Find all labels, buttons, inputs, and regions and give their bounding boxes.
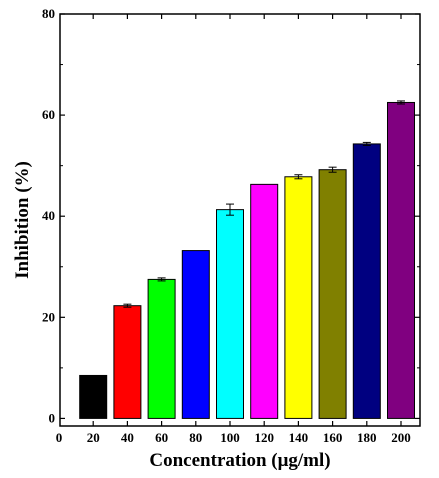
x-tick-label-40: 40 — [121, 430, 134, 445]
errorbar-180 — [362, 141, 371, 146]
errorbar-60 — [157, 277, 166, 282]
x-tick-label-80: 80 — [189, 430, 202, 445]
y-axis-title: Inhibition (%) — [12, 161, 33, 279]
errorbar-200 — [397, 100, 405, 105]
bars-group — [79, 101, 415, 419]
y-tick-label-0: 0 — [49, 410, 56, 425]
x-tick-label-160: 160 — [323, 430, 343, 445]
x-tick-label-100: 100 — [220, 430, 240, 445]
bar-100 — [216, 209, 244, 419]
errorbar-100 — [226, 203, 234, 216]
x-axis-title: Concentration (μg/ml) — [149, 450, 330, 471]
errorbars-group — [123, 100, 405, 308]
x-tick-label-60: 60 — [155, 430, 168, 445]
bar-80 — [181, 250, 210, 419]
x-tick-label-0: 0 — [56, 430, 63, 445]
x-tick-label-200: 200 — [391, 430, 411, 445]
bar-40 — [113, 305, 142, 419]
y-tick-label-80: 80 — [42, 6, 55, 21]
errorbar-160 — [328, 166, 337, 173]
errorbar-40 — [123, 303, 132, 308]
x-tick-label-180: 180 — [357, 430, 377, 445]
y-tick-label-60: 60 — [42, 107, 55, 122]
bar-140 — [284, 176, 313, 419]
errorbar-140 — [294, 174, 303, 180]
plot-frame — [59, 13, 421, 427]
y-tick-label-20: 20 — [42, 309, 55, 324]
x-tick-label-140: 140 — [289, 430, 309, 445]
bar-200 — [387, 101, 415, 419]
y-tick-label-40: 40 — [42, 208, 55, 223]
x-tick-label-120: 120 — [254, 430, 274, 445]
bar-160 — [318, 169, 347, 419]
bar-180 — [352, 143, 381, 419]
bar-120 — [250, 183, 279, 419]
y-axis: 0 20 40 60 80 — [42, 6, 420, 425]
x-axis: 0 20 40 60 80 100 120 140 160 180 200 — [56, 14, 411, 445]
bar-60 — [147, 278, 176, 419]
x-tick-label-20: 20 — [87, 430, 100, 445]
bar-20 — [79, 374, 108, 419]
